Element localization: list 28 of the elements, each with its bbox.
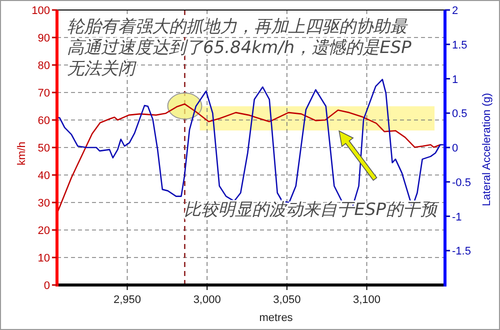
y2-tick-label: 1.5 [452, 39, 468, 52]
x-tick-label: 3,100 [352, 294, 381, 306]
x-axis-title: metres [259, 312, 294, 324]
y-tick-label: 80 [38, 60, 50, 72]
y2-tick-label: 0.5 [452, 108, 468, 120]
y2-axis-title: Lateral Acceleration (g) [481, 92, 493, 206]
y-tick-label: 90 [38, 32, 50, 44]
y2-tick-label: -0.5 [452, 176, 471, 189]
annotation: 轮胎有着强大的抓地力，再加上四驱的协助最高通过速度达到了65.84km/h，遗憾的是ESP无法关闭 [67, 17, 412, 79]
y-tick-label: 70 [38, 88, 50, 100]
y-tick-label: 100 [32, 5, 50, 17]
y-tick-label: 50 [38, 142, 50, 154]
y-tick-label: 0 [44, 280, 50, 292]
x-tick-label: 3,050 [273, 294, 301, 306]
y-tick-label: 40 [38, 170, 50, 182]
y2-tick-label: -1 [452, 211, 462, 224]
x-tick-label: 3,000 [193, 294, 221, 306]
y-tick-label: 30 [38, 198, 50, 210]
x-tick-label: 2,950 [113, 294, 142, 306]
y-tick-label: 60 [38, 115, 50, 127]
y-tick-label: 20 [38, 225, 50, 237]
y2-tick-label: 0 [452, 142, 458, 154]
y2-tick-label: 2 [452, 5, 458, 17]
y-axis-title: km/h [16, 142, 28, 166]
annotation: 比较明显的波动来自于ESP的干预 [184, 200, 440, 220]
y2-tick-label: -1.5 [452, 246, 471, 258]
y2-tick-label: 1 [452, 74, 458, 86]
y-tick-label: 10 [38, 252, 50, 264]
